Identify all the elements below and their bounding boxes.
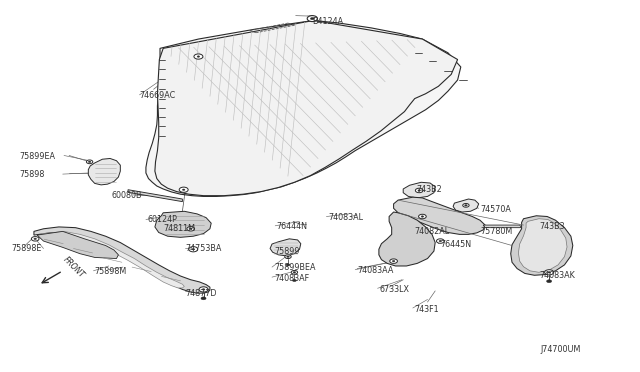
Circle shape — [310, 17, 314, 20]
Circle shape — [545, 270, 554, 275]
Polygon shape — [37, 231, 118, 259]
Text: 75898E: 75898E — [12, 244, 42, 253]
Circle shape — [392, 260, 395, 262]
Circle shape — [419, 214, 426, 219]
Circle shape — [182, 189, 185, 190]
Circle shape — [285, 255, 291, 259]
Polygon shape — [155, 20, 458, 196]
Text: 76445N: 76445N — [440, 240, 472, 249]
Circle shape — [463, 203, 469, 207]
Text: FRONT: FRONT — [62, 255, 86, 279]
Text: 75899BEA: 75899BEA — [274, 263, 316, 272]
Polygon shape — [394, 197, 485, 234]
Text: 60124P: 60124P — [147, 215, 177, 224]
Circle shape — [201, 297, 206, 300]
Text: 74669AC: 74669AC — [140, 92, 176, 100]
Text: 743F1: 743F1 — [415, 305, 439, 314]
Text: 74570A: 74570A — [480, 205, 511, 214]
Text: 75899EA: 75899EA — [19, 152, 55, 161]
Text: 6733LX: 6733LX — [380, 285, 410, 294]
Circle shape — [88, 161, 91, 163]
Polygon shape — [34, 227, 210, 293]
Text: 74083AL: 74083AL — [328, 213, 364, 222]
Circle shape — [421, 216, 424, 217]
Circle shape — [202, 289, 205, 290]
Text: 743B2: 743B2 — [416, 185, 442, 194]
Circle shape — [415, 188, 423, 193]
Circle shape — [390, 259, 397, 263]
Circle shape — [293, 272, 296, 273]
Polygon shape — [88, 158, 120, 185]
Circle shape — [287, 256, 289, 257]
Text: 74083AF: 74083AF — [274, 274, 309, 283]
Text: 74083AA: 74083AA — [357, 266, 394, 275]
Circle shape — [307, 16, 317, 22]
Circle shape — [291, 270, 298, 274]
Circle shape — [187, 227, 195, 231]
Polygon shape — [511, 216, 573, 275]
Circle shape — [197, 56, 200, 57]
Polygon shape — [128, 190, 182, 202]
Text: 75898M: 75898M — [95, 267, 127, 276]
Text: 74083AK: 74083AK — [540, 271, 575, 280]
Circle shape — [548, 272, 550, 273]
Polygon shape — [518, 219, 567, 272]
Polygon shape — [146, 20, 461, 196]
Polygon shape — [155, 211, 211, 237]
Polygon shape — [270, 239, 301, 256]
Text: 75898: 75898 — [19, 170, 45, 179]
Circle shape — [192, 248, 195, 250]
Polygon shape — [42, 231, 184, 288]
Circle shape — [439, 240, 442, 242]
Text: 743B3: 743B3 — [539, 222, 564, 231]
Polygon shape — [379, 212, 435, 266]
Circle shape — [194, 54, 203, 59]
Circle shape — [179, 187, 188, 192]
Circle shape — [418, 190, 420, 191]
Polygon shape — [403, 182, 435, 198]
Polygon shape — [453, 199, 479, 212]
Circle shape — [436, 239, 444, 243]
Circle shape — [292, 279, 296, 282]
Circle shape — [189, 228, 192, 230]
Text: 74811M: 74811M — [163, 224, 195, 233]
Text: 75780M: 75780M — [480, 227, 512, 236]
Circle shape — [31, 237, 39, 241]
Text: 75899: 75899 — [274, 247, 300, 256]
Text: B4124A: B4124A — [312, 17, 344, 26]
Text: 76444N: 76444N — [276, 222, 307, 231]
Circle shape — [189, 247, 198, 252]
Circle shape — [199, 287, 208, 292]
Text: 74753BA: 74753BA — [186, 244, 222, 253]
Text: 74082AL: 74082AL — [415, 227, 450, 236]
Circle shape — [286, 264, 290, 266]
Polygon shape — [483, 225, 522, 228]
Text: J74700UM: J74700UM — [541, 345, 581, 354]
Circle shape — [547, 280, 552, 283]
Circle shape — [34, 238, 36, 240]
Text: 74877D: 74877D — [186, 289, 217, 298]
Circle shape — [86, 160, 93, 164]
Text: 60080B: 60080B — [112, 191, 143, 200]
Circle shape — [465, 205, 467, 206]
